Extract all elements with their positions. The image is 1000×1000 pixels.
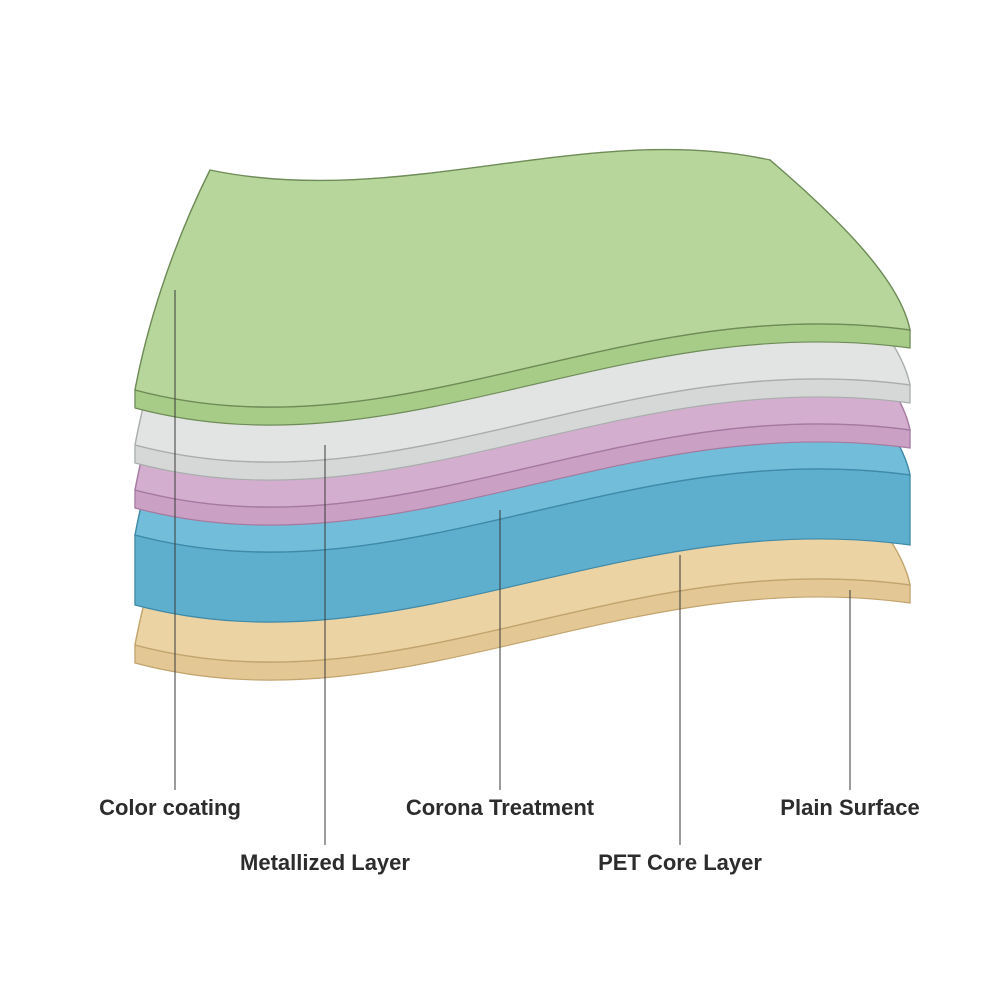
label-corona-treatment: Corona Treatment [406,795,595,820]
label-plain-surface: Plain Surface [780,795,919,820]
layer-diagram: Color coating Metallized Layer Corona Trea… [0,0,1000,1000]
label-pet-core-layer: PET Core Layer [598,850,762,875]
labels: Color coating Metallized Layer Corona Trea… [99,795,920,875]
label-metallized-layer: Metallized Layer [240,850,410,875]
label-color-coating: Color coating [99,795,241,820]
layers-group [135,149,910,680]
